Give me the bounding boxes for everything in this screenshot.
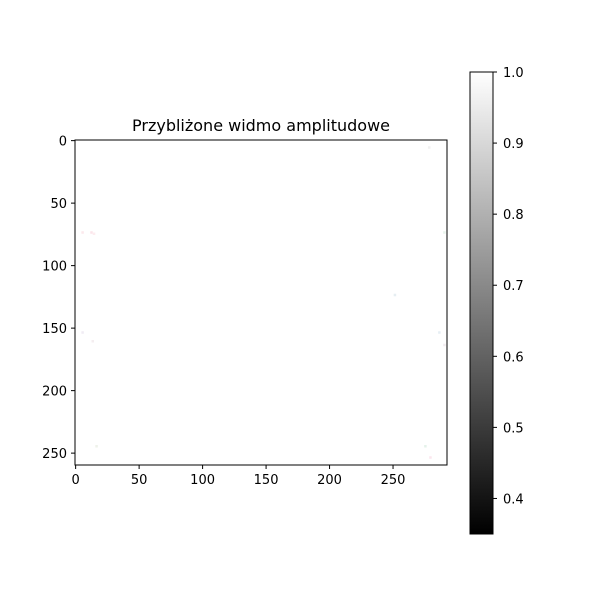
- image-speck: [429, 456, 432, 459]
- colorbar: 0.4 0.5 0.6 0.7 0.8 0.9 1.0: [469, 66, 524, 535]
- y-tick-label: 200: [42, 385, 67, 400]
- image-background: [75, 140, 447, 465]
- image-speck: [443, 231, 446, 234]
- y-tick-label: 50: [50, 197, 67, 212]
- plot-frame: [74, 139, 448, 466]
- image-speck: [393, 293, 397, 297]
- image-speck: [92, 232, 96, 235]
- image-speck: [443, 343, 446, 347]
- image-speck: [438, 331, 441, 334]
- x-tick-label: 0: [71, 473, 79, 488]
- colorbar-tick-label: 0.4: [503, 492, 524, 507]
- image-speck: [81, 331, 84, 334]
- image-speck: [427, 146, 431, 149]
- y-tick-label: 0: [59, 135, 67, 150]
- image-speck: [424, 445, 427, 448]
- image-speck: [91, 340, 95, 343]
- colorbar-ticks: 0.4 0.5 0.6 0.7 0.8 0.9 1.0: [493, 66, 524, 507]
- colorbar-tick-label: 0.6: [503, 350, 524, 365]
- x-tick-label: 100: [190, 473, 215, 488]
- colorbar-gradient: [470, 72, 493, 534]
- plot-area: [74, 139, 448, 466]
- colorbar-tick-label: 0.7: [503, 279, 524, 294]
- y-tick-label: 250: [42, 447, 67, 462]
- chart-title: Przybliżone widmo amplitudowe: [132, 116, 390, 135]
- y-axis: 0 50 100 150 200 250: [42, 135, 75, 462]
- image-speck: [81, 231, 84, 234]
- image-speck: [90, 231, 93, 234]
- colorbar-tick-label: 1.0: [503, 66, 524, 81]
- x-axis: 0 50 100 150 200 250: [71, 465, 405, 488]
- colorbar-tick-label: 0.5: [503, 421, 524, 436]
- colorbar-frame: [469, 71, 494, 535]
- x-tick-label: 250: [381, 473, 406, 488]
- colorbar-tick-label: 0.8: [503, 208, 524, 223]
- colorbar-tick-label: 0.9: [503, 137, 524, 152]
- image-speck: [95, 445, 98, 448]
- y-tick-label: 150: [42, 322, 67, 337]
- x-tick-label: 150: [254, 473, 279, 488]
- speck-layer: [81, 146, 446, 459]
- x-tick-label: 50: [131, 473, 148, 488]
- x-tick-label: 200: [317, 473, 342, 488]
- y-tick-label: 100: [42, 260, 67, 275]
